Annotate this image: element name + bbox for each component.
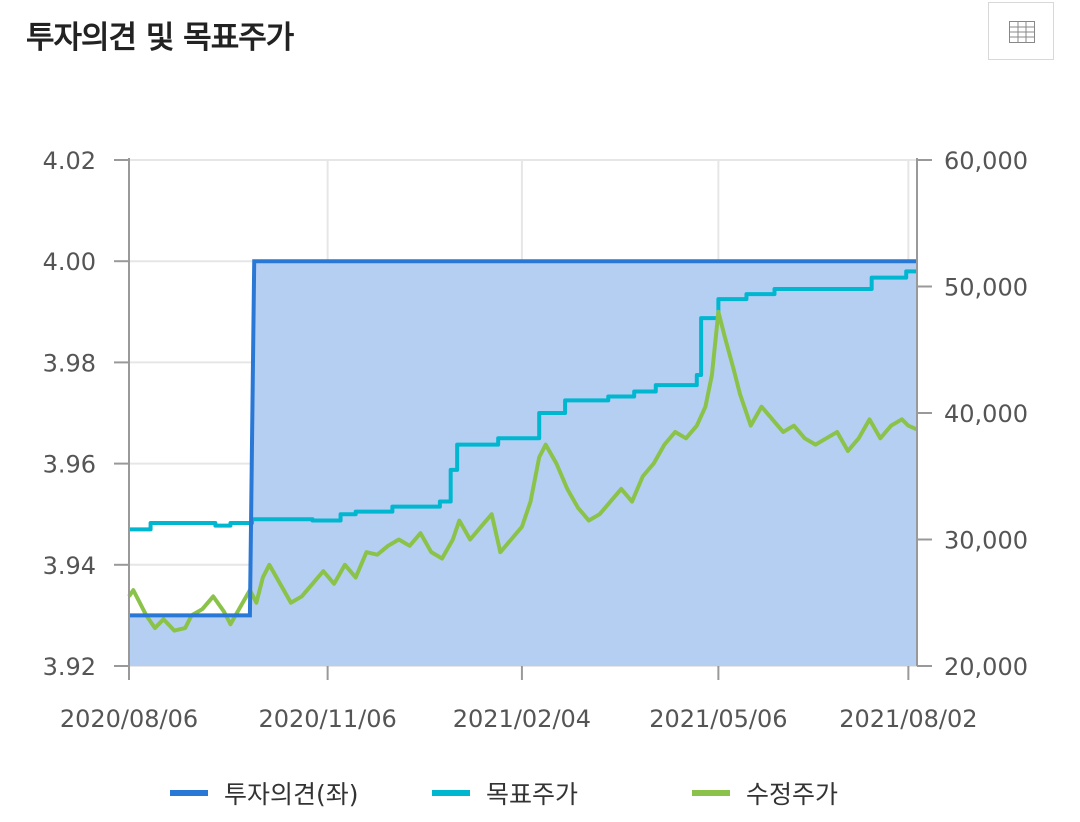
x-tick-label: 2020/08/06 xyxy=(60,705,198,733)
legend-item-opinion[interactable]: 투자의견(좌) xyxy=(170,770,359,816)
legend-label-price: 수정주가 xyxy=(746,780,839,809)
series-line-target-price xyxy=(129,269,917,532)
series xyxy=(127,259,918,633)
page-title: 투자의견 및 목표주가 xyxy=(26,20,294,56)
y-left-tick-label: 4.02 xyxy=(43,147,96,175)
x-tick-label: 2021/08/02 xyxy=(839,705,977,733)
opinion-area-fill xyxy=(129,261,917,666)
x-tick-label: 2021/02/04 xyxy=(453,705,591,733)
legend-item-target[interactable]: 목표주가 xyxy=(432,770,578,816)
y-right-tick-label: 40,000 xyxy=(944,400,1028,428)
legend: 투자의견(좌) 목표주가 수정주가 xyxy=(0,770,1080,816)
y-left-tick-label: 3.98 xyxy=(43,349,96,377)
x-tick-label: 2021/05/06 xyxy=(649,705,787,733)
y-right-tick-label: 50,000 xyxy=(944,274,1028,302)
legend-label-target: 목표주가 xyxy=(486,780,579,809)
axes: 4.02 4.00 3.98 3.96 3.94 3.92 60,000 50,000 40,0… xyxy=(43,147,1028,733)
y-right-tick-label: 20,000 xyxy=(944,653,1028,681)
legend-swatch-price xyxy=(692,790,730,796)
y-left-tick-label: 4.00 xyxy=(43,248,96,276)
legend-swatch-target xyxy=(432,790,470,796)
y-left-tick-label: 3.94 xyxy=(43,552,96,580)
y-right-tick-label: 60,000 xyxy=(944,147,1028,175)
x-tick-label: 2020/11/06 xyxy=(258,705,396,733)
y-right-tick-label: 30,000 xyxy=(944,527,1028,555)
legend-item-price[interactable]: 수정주가 xyxy=(692,770,838,816)
y-left-tick-label: 3.96 xyxy=(43,451,96,479)
legend-swatch-opinion xyxy=(170,790,208,796)
series-line-opinion xyxy=(129,259,917,618)
opinion-area xyxy=(129,261,917,666)
series-line-adjusted-price xyxy=(127,309,918,633)
table-icon xyxy=(1009,21,1035,43)
y-left-tick-label: 3.92 xyxy=(43,653,96,681)
opinion-target-price-chart: 4.02 4.00 3.98 3.96 3.94 3.92 60,000 50,000 40,0… xyxy=(43,147,1028,733)
legend-label-opinion: 투자의견(좌) xyxy=(224,780,359,809)
table-view-button[interactable] xyxy=(988,2,1054,60)
